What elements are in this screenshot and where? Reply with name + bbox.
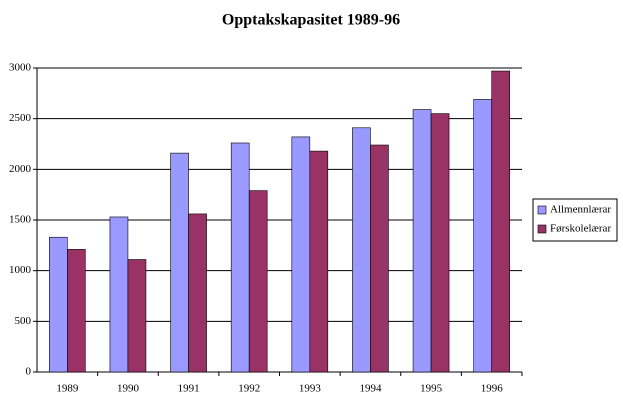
- bar: [109, 216, 129, 373]
- bar: [230, 142, 250, 373]
- legend-swatch: [537, 205, 547, 215]
- chart-title: Opptakskapasitet 1989-96: [222, 12, 400, 29]
- y-tick-label: 500: [15, 315, 32, 327]
- legend-box: [532, 198, 618, 242]
- bar: [412, 109, 432, 373]
- legend-label: Førskolelærar: [550, 223, 611, 235]
- bar: [291, 136, 311, 373]
- y-tick-label: 0: [26, 366, 32, 378]
- y-tick-label: 1500: [9, 214, 32, 226]
- bar: [491, 70, 510, 373]
- x-tick-label: 1991: [178, 383, 200, 395]
- x-tick-label: 1992: [238, 383, 260, 395]
- y-tick-label: 2000: [9, 163, 32, 175]
- bar: [352, 127, 371, 373]
- x-tick-label: 1989: [56, 383, 79, 395]
- bar: [430, 113, 450, 373]
- y-tick-label: 3000: [9, 62, 32, 74]
- bar: [473, 99, 492, 373]
- x-tick-label: 1993: [299, 383, 322, 395]
- x-tick-label: 1994: [359, 383, 382, 395]
- bar: [170, 152, 189, 373]
- legend-swatch: [537, 224, 547, 234]
- legend-label: Allmennlærar: [550, 204, 611, 216]
- x-tick-label: 1990: [117, 383, 140, 395]
- x-tick-label: 1995: [420, 383, 443, 395]
- bar: [309, 150, 329, 373]
- bar: [370, 144, 389, 373]
- y-tick-label: 2500: [9, 112, 32, 124]
- bar: [248, 190, 268, 373]
- bar: [49, 236, 68, 373]
- x-tick-label: 1996: [481, 383, 504, 395]
- bar: [67, 249, 86, 373]
- y-tick-label: 1000: [9, 264, 32, 276]
- bar: [188, 213, 207, 373]
- bar: [127, 259, 147, 373]
